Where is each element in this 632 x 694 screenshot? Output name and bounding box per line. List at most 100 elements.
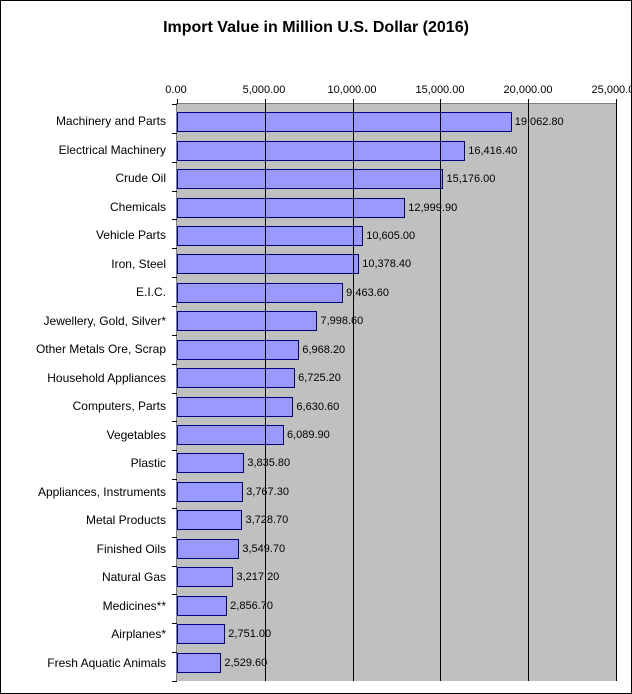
y-tick-mark: [172, 277, 177, 278]
bar-row: 3,835.80: [177, 453, 616, 473]
bar-value-label: 3,549.70: [242, 543, 285, 555]
y-tick-mark: [172, 191, 177, 192]
gridline: [528, 104, 529, 681]
bar-row: 3,728.70: [177, 510, 616, 530]
bar: [177, 311, 317, 331]
bar-value-label: 6,089.90: [287, 429, 330, 441]
bar-row: 2,856.70: [177, 596, 616, 616]
gridline: [353, 104, 354, 681]
x-tick-mark: [616, 99, 617, 104]
y-tick-mark: [172, 450, 177, 451]
bar: [177, 539, 239, 559]
gridline: [265, 104, 266, 681]
category-label: Household Appliances: [1, 368, 171, 388]
bar-row: 12,999.90: [177, 198, 616, 218]
gridline: [440, 104, 441, 681]
bar: [177, 226, 363, 246]
bar: [177, 169, 443, 189]
y-tick-mark: [172, 393, 177, 394]
bar: [177, 624, 225, 644]
x-tick-label: 10,000.00: [328, 84, 377, 96]
y-tick-mark: [172, 479, 177, 480]
bar-row: 3,549.70: [177, 539, 616, 559]
bar: [177, 198, 405, 218]
y-tick-mark: [172, 623, 177, 624]
category-label: Crude Oil: [1, 168, 171, 188]
bar-value-label: 6,630.60: [296, 401, 339, 413]
category-label: Vehicle Parts: [1, 225, 171, 245]
category-label: E.I.C.: [1, 282, 171, 302]
category-labels: Machinery and PartsElectrical MachineryC…: [1, 103, 171, 681]
bar-row: 7,998.60: [177, 311, 616, 331]
bar-row: 6,968.20: [177, 340, 616, 360]
category-label: Medicines**: [1, 596, 171, 616]
bar: [177, 453, 244, 473]
x-tick-mark: [353, 99, 354, 104]
category-label: Finished Oils: [1, 539, 171, 559]
category-label: Fresh Aquatic Animals: [1, 653, 171, 673]
bar-value-label: 3,835.80: [247, 457, 290, 469]
category-label: Iron, Steel: [1, 254, 171, 274]
bar-row: 6,630.60: [177, 397, 616, 417]
bar: [177, 653, 221, 673]
chart-container: Import Value in Million U.S. Dollar (201…: [0, 0, 632, 694]
bar-value-label: 12,999.90: [408, 202, 457, 214]
bar-row: 6,089.90: [177, 425, 616, 445]
bar: [177, 254, 359, 274]
bar: [177, 567, 233, 587]
x-tick-mark: [265, 99, 266, 104]
y-tick-mark: [172, 652, 177, 653]
x-tick-mark: [440, 99, 441, 104]
bar: [177, 397, 293, 417]
bar-value-label: 3,217.20: [236, 571, 279, 583]
y-tick-mark: [172, 421, 177, 422]
x-tick-label: 25,000.00: [592, 84, 632, 96]
plot-area: 19,062.8016,416.4015,176.0012,999.9010,6…: [176, 103, 616, 681]
y-tick-mark: [172, 537, 177, 538]
bar-row: 2,529.60: [177, 653, 616, 673]
bar: [177, 368, 295, 388]
x-tick-mark: [177, 99, 178, 104]
bar-row: 16,416.40: [177, 141, 616, 161]
bar-value-label: 10,605.00: [366, 230, 415, 242]
bars: 19,062.8016,416.4015,176.0012,999.9010,6…: [177, 104, 616, 681]
bar: [177, 425, 284, 445]
bar: [177, 340, 299, 360]
y-tick-mark: [172, 248, 177, 249]
bar-row: 9,463.60: [177, 283, 616, 303]
bar-row: 10,378.40: [177, 254, 616, 274]
bar: [177, 283, 343, 303]
bar-row: 19,062.80: [177, 112, 616, 132]
x-tick-label: 15,000.00: [416, 84, 465, 96]
bar: [177, 482, 243, 502]
y-tick-mark: [172, 306, 177, 307]
y-tick-mark: [172, 219, 177, 220]
bar-value-label: 3,767.30: [246, 486, 289, 498]
category-label: Vegetables: [1, 425, 171, 445]
y-tick-mark: [172, 681, 177, 682]
bar-value-label: 2,856.70: [230, 600, 273, 612]
bar-value-label: 2,529.60: [224, 657, 267, 669]
y-tick-mark: [172, 508, 177, 509]
bar-value-label: 6,725.20: [298, 372, 341, 384]
bar: [177, 596, 227, 616]
y-tick-mark: [172, 566, 177, 567]
bar-value-label: 7,998.60: [320, 315, 363, 327]
x-tick-label: 20,000.00: [504, 84, 553, 96]
category-label: Airplanes*: [1, 624, 171, 644]
y-tick-mark: [172, 364, 177, 365]
bar-row: 3,767.30: [177, 482, 616, 502]
bar: [177, 510, 242, 530]
category-label: Chemicals: [1, 197, 171, 217]
category-label: Jewellery, Gold, Silver*: [1, 311, 171, 331]
x-tick-label: 0.00: [165, 84, 186, 96]
bar-row: 6,725.20: [177, 368, 616, 388]
bar-value-label: 16,416.40: [468, 145, 517, 157]
gridline: [616, 104, 617, 681]
chart-title: Import Value in Million U.S. Dollar (201…: [1, 1, 631, 37]
y-tick-mark: [172, 594, 177, 595]
category-label: Computers, Parts: [1, 396, 171, 416]
category-label: Plastic: [1, 453, 171, 473]
bar-row: 3,217.20: [177, 567, 616, 587]
category-label: Metal Products: [1, 510, 171, 530]
